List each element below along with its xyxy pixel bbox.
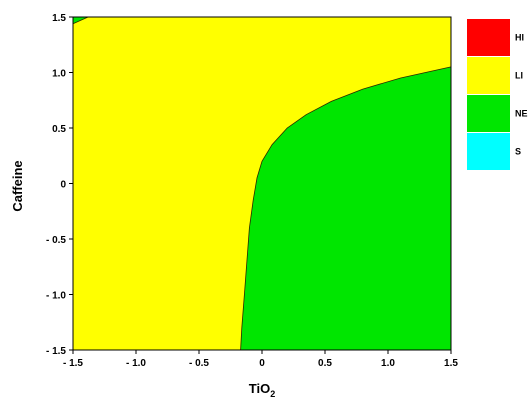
y-tick-label: - 1.5 — [46, 346, 66, 357]
x-tick-label: - 0.5 — [189, 358, 209, 369]
y-tick-label: 0.5 — [52, 124, 66, 135]
legend-swatch-ne — [467, 95, 510, 132]
legend-label-hi: HI — [515, 33, 524, 43]
x-tick-label: 1.5 — [444, 358, 458, 369]
x-axis-ticks: - 1.5 - 1.0 - 0.5 0 0.5 1.0 1.5 — [63, 350, 458, 369]
x-axis-label: TiO2 — [249, 381, 275, 399]
legend-swatch-s — [467, 133, 510, 170]
region-ne-1 — [240, 66, 452, 351]
y-axis-ticks: 1.5 1.0 0.5 0 - 0.5 - 1.0 - 1.5 — [46, 13, 73, 357]
legend-label-s: S — [515, 147, 521, 157]
legend-label-ne: NE — [515, 109, 528, 119]
y-tick-label: - 1.0 — [46, 291, 66, 302]
x-tick-label: 0 — [259, 358, 265, 369]
plot-regions — [72, 16, 452, 351]
x-tick-label: 0.5 — [318, 358, 332, 369]
legend-label-li: LI — [515, 71, 523, 81]
y-axis-label: Caffeine — [10, 160, 25, 211]
legend: HI LI NE S — [467, 19, 528, 170]
x-tick-label: - 1.5 — [63, 358, 83, 369]
legend-swatch-hi — [467, 19, 510, 56]
y-tick-label: - 0.5 — [46, 235, 66, 246]
x-tick-label: 1.0 — [381, 358, 395, 369]
y-tick-label: 1.5 — [52, 13, 66, 24]
x-tick-label: - 1.0 — [126, 358, 146, 369]
y-tick-label: 1.0 — [52, 69, 66, 80]
legend-swatch-li — [467, 57, 510, 94]
y-tick-label: 0 — [60, 180, 66, 191]
